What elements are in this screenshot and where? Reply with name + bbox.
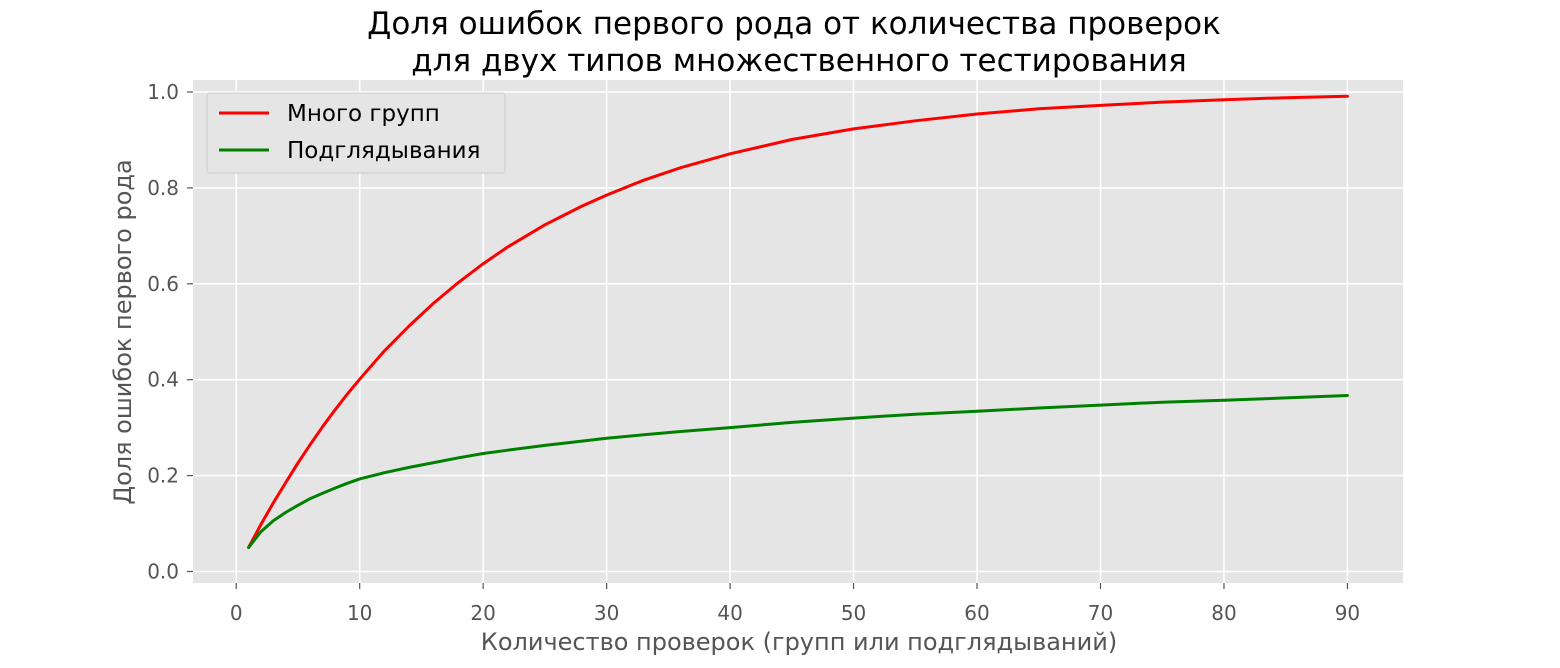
x-tick-label: 60 — [964, 601, 989, 625]
y-tick-label: 0.0 — [147, 559, 179, 583]
x-tick-label: 20 — [470, 601, 495, 625]
y-gridlines — [193, 91, 1403, 573]
x-axis-label: Количество проверок (групп или подглядыв… — [481, 628, 1117, 656]
x-tick-label: 10 — [347, 601, 372, 625]
y-tick-labels: 0.0 0.2 0.4 0.6 0.8 1.0 — [147, 80, 193, 583]
chart-title-line-2: для двух типов множественного тестирован… — [411, 43, 1187, 79]
legend-box — [206, 92, 506, 174]
legend-label-series-2: Подглядывания — [287, 138, 480, 164]
y-tick-label: 0.2 — [147, 464, 179, 488]
x-tick-label: 40 — [717, 601, 742, 625]
x-tick-label: 80 — [1211, 601, 1236, 625]
x-tick-label: 90 — [1335, 601, 1360, 625]
y-tick-label: 1.0 — [147, 80, 179, 104]
x-tick-label: 30 — [594, 601, 619, 625]
x-tick-label: 70 — [1088, 601, 1113, 625]
series-line-1 — [247, 94, 1349, 549]
x-tick-label: 50 — [841, 601, 866, 625]
y-tick-label: 0.6 — [147, 272, 179, 296]
chart-title-line-1: Доля ошибок первого рода от количества п… — [367, 6, 1221, 42]
legend-label-series-1: Много групп — [287, 101, 440, 127]
y-axis-label: Доля ошибок первого рода — [109, 159, 137, 504]
series-layer — [247, 94, 1349, 549]
y-tick-label: 0.4 — [147, 368, 179, 392]
series-line-2 — [247, 394, 1349, 549]
legend: Много групп Подглядывания — [206, 92, 506, 174]
y-tick-label: 0.8 — [147, 176, 179, 200]
x-tick-label: 0 — [230, 601, 243, 625]
x-tick-labels: 0 10 20 30 40 50 60 70 80 90 — [230, 583, 1360, 625]
